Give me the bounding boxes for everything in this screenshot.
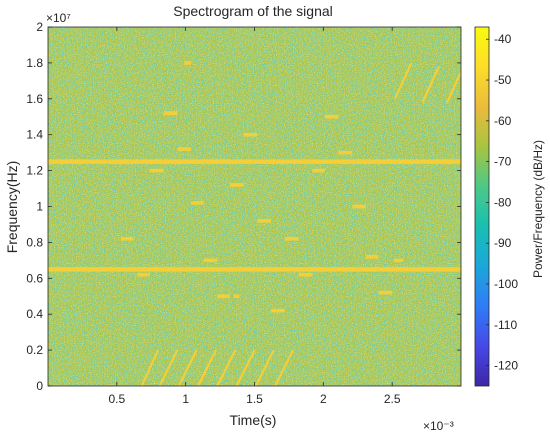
pulse-3 xyxy=(163,111,178,115)
y-axis-ticks: 0 0.2 0.4 0.6 0.8 1 1.2 1.4 1.6 1.8 2 xyxy=(26,20,461,393)
chirp-2 xyxy=(177,349,198,386)
pulse-19 xyxy=(352,204,367,209)
pulse-9 xyxy=(233,294,240,299)
colorbar-tick-label-3: -70 xyxy=(494,155,512,169)
pulse-6 xyxy=(191,201,204,205)
chirp-9 xyxy=(421,66,440,103)
x-axis-multiplier: ×10⁻³ xyxy=(423,419,454,433)
chirp-8 xyxy=(393,62,413,100)
pulse-14 xyxy=(284,237,299,241)
y-tick-label-4: 0.8 xyxy=(26,235,43,249)
pulse-8 xyxy=(217,294,230,299)
colorbar-tick-label-6: -100 xyxy=(494,277,518,291)
chirp-sweeps xyxy=(140,62,461,386)
y-tick-label-7: 1.4 xyxy=(26,128,43,142)
colorbar-tick-label-2: -60 xyxy=(494,114,512,128)
pulse-20 xyxy=(366,254,379,259)
chirp-10 xyxy=(446,71,461,103)
y-tick-label-10: 2 xyxy=(36,20,43,34)
chirp-6 xyxy=(254,349,275,386)
pulse-0 xyxy=(120,237,134,241)
x-tick-label-0: 0.5 xyxy=(108,392,125,406)
pulse-2 xyxy=(149,168,164,173)
frequency-hopping-pulses xyxy=(120,61,404,313)
y-tick-label-6: 1.2 xyxy=(26,164,43,178)
pulse-13 xyxy=(271,308,285,313)
y-axis-label: Frequency(Hz) xyxy=(4,161,20,254)
colorbar-tick-label-7: -110 xyxy=(494,318,517,332)
pulse-18 xyxy=(338,150,353,155)
pulse-7 xyxy=(203,258,218,263)
spectrogram-noise-texture-warm xyxy=(48,27,461,386)
pulse-16 xyxy=(312,168,325,173)
chirp-5 xyxy=(235,349,256,386)
colorbar-label: Power/Frequency (dB/Hz) xyxy=(531,140,545,278)
y-tick-label-8: 1.6 xyxy=(26,92,43,106)
y-tick-label-9: 1.8 xyxy=(26,56,43,70)
y-tick-label-0: 0 xyxy=(36,379,43,393)
chirp-1 xyxy=(158,349,179,386)
x-tick-label-4: 2.5 xyxy=(384,392,401,406)
colorbar-tick-label-1: -50 xyxy=(494,73,512,87)
colorbar-tick-label-4: -80 xyxy=(494,195,512,209)
pulse-11 xyxy=(243,132,258,137)
chirp-4 xyxy=(216,349,237,386)
colorbar-ticks: -40 -50 -60 -70 -80 -90 -100 -110 -120 xyxy=(486,32,518,373)
pulse-17 xyxy=(324,114,339,119)
pulse-12 xyxy=(257,219,272,223)
y-axis-multiplier: ×10⁷ xyxy=(46,11,71,25)
colorbar-gradient xyxy=(474,26,490,387)
chart-title: Spectrogram of the signal xyxy=(173,3,333,19)
colorbar-tick-label-0: -40 xyxy=(494,32,512,46)
plot-area xyxy=(48,27,461,386)
x-tick-label-3: 2 xyxy=(320,392,327,406)
pulse-21 xyxy=(378,290,393,295)
y-tick-label-1: 0.2 xyxy=(26,343,43,357)
chirp-0 xyxy=(140,349,160,386)
chirp-3 xyxy=(197,349,217,386)
y-tick-label-5: 1 xyxy=(36,200,43,214)
colorbar: -40 -50 -60 -70 -80 -90 -100 -110 -120 Power/Fre… xyxy=(474,26,545,387)
pulse-4 xyxy=(177,147,192,151)
pulse-22 xyxy=(393,258,404,263)
colorbar-tick-label-5: -90 xyxy=(494,236,512,250)
y-tick-label-2: 0.4 xyxy=(26,307,43,321)
pulse-10 xyxy=(229,183,244,187)
chirp-7 xyxy=(274,349,295,386)
pulse-15 xyxy=(298,272,313,277)
pulse-5 xyxy=(184,61,192,65)
x-tick-label-2: 1.5 xyxy=(246,392,263,406)
x-axis-ticks: 0.5 1 1.5 2 2.5 xyxy=(108,27,401,406)
x-tick-label-1: 1 xyxy=(182,392,189,406)
y-tick-label-3: 0.6 xyxy=(26,271,43,285)
constant-tones xyxy=(48,159,461,272)
pulse-1 xyxy=(137,272,150,277)
colorbar-tick-label-8: -120 xyxy=(494,359,518,373)
x-axis-label: Time(s) xyxy=(230,412,277,428)
